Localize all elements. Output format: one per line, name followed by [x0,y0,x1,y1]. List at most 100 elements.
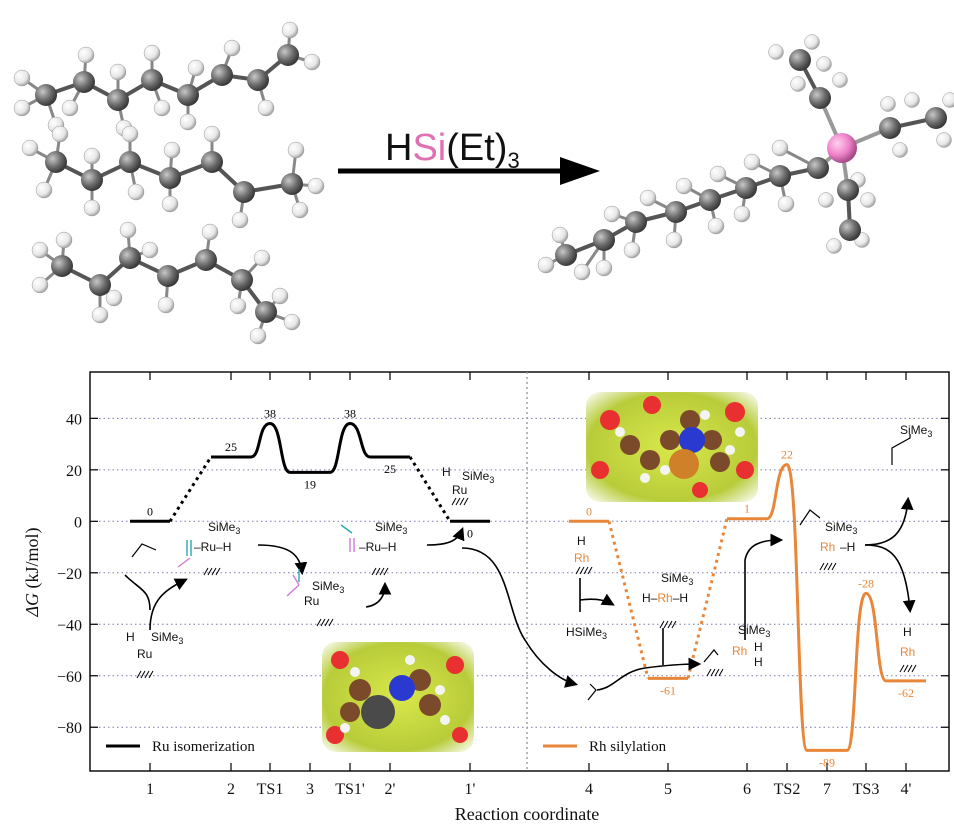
hydrogen-atom [203,125,221,143]
x-axis-title: Reaction coordinate [455,804,599,824]
hydrogen-atom [231,211,249,229]
hydrogen-atom [804,34,820,50]
hydrogen-atom [77,46,95,64]
hydrogen-atom [31,276,49,294]
value-label-7: -89 [819,755,835,769]
y-tick-label: −80 [57,720,82,737]
hydrogen-atom [13,99,31,117]
hydrogen-atom [595,259,613,277]
reagent-label: HSi(Et)3 [385,127,520,173]
x-tick-label: TS1 [257,781,284,798]
carbon-atom [839,219,861,241]
hydrogen-atom [287,141,305,159]
value-label-4': -62 [898,686,914,700]
hydrogen-atom [639,189,657,207]
carbon-atom [159,167,181,189]
carbon-atom [281,173,303,195]
hydrogen-atom [860,192,876,208]
hydrogen-atom [257,99,275,117]
value-label-3: 19 [304,477,316,491]
carbon-atom [141,69,163,91]
hydrogen-atom [281,21,299,39]
y-tick-label: 20 [66,463,82,480]
svg-text:H: H [754,655,763,669]
barrier-6-TS2 [766,463,788,521]
svg-text:SiMe3: SiMe3 [825,520,857,536]
hydrogen-atom [291,201,309,219]
svg-text:Ru: Ru [304,594,319,608]
carbon-atom [809,87,831,109]
value-label-1: 0 [147,504,153,518]
hydrogen-atom [603,205,621,223]
svg-text:SiMe3: SiMe3 [661,571,693,587]
y-tick-label: −40 [57,617,82,634]
barrier-TS1-3 [269,421,291,474]
svg-text:SiMe3: SiMe3 [900,423,932,439]
value-label-6: 1 [744,502,750,516]
hydrogen-atom [83,147,101,165]
barrier-2-TS1 [250,421,271,459]
reaction-arrow [338,157,600,185]
hydrogen-atom [665,231,683,249]
x-tick-label: 7 [823,781,831,798]
svg-text:H–Rh–H: H–Rh–H [642,591,688,605]
hydrogen-atom [143,44,161,62]
svg-text:Rh: Rh [574,551,589,565]
hydrogen-atom [153,99,171,117]
y-tick-label: −20 [57,566,82,583]
value-label-4: 0 [586,504,592,518]
y-tick-label: 0 [74,514,82,531]
hydrogen-atom [55,231,73,249]
x-tick-label: TS3 [853,781,880,798]
hydrogen-atom [537,256,555,274]
hydrogen-atom [709,165,727,183]
x-tick-label: 4' [901,781,912,798]
silicon-atom [827,133,857,163]
carbon-atom [879,117,901,139]
hydrogen-atom [733,205,751,223]
legend-rh: Rh silylation [543,739,667,755]
value-label-5: -61 [660,683,676,697]
hydrogen-atom [13,69,31,87]
svg-text:H: H [442,465,451,479]
value-label-TS3: -28 [858,576,874,590]
hydrogen-atom [119,221,137,239]
svg-text:Rh: Rh [900,645,915,659]
hydrogen-atom [229,297,247,315]
barrier-3-TS1' [329,421,351,474]
svg-text:H: H [577,534,586,548]
carbon-atom [699,189,721,211]
grid-lines [90,417,949,728]
hydrogen-atom [201,223,219,241]
hydrogen-atom [942,92,954,108]
carbon-atom [231,269,253,291]
carbon-atom [107,89,129,111]
svg-text:Ru: Ru [137,647,152,661]
hydrogen-atom [179,113,197,131]
hydrogen-atom [271,287,289,305]
carbon-atom [247,69,269,91]
svg-text:Rh: Rh [820,540,835,554]
hydrogen-atom [141,241,159,259]
hydrogen-atom [249,327,267,345]
hydrogen-atom [818,192,834,208]
carbon-atom [769,165,791,187]
carbon-atom [35,84,57,106]
carbon-atom [119,247,141,269]
connector-1-2 [168,456,213,523]
svg-text:SiMe3: SiMe3 [738,623,770,639]
carbon-atom [89,274,111,296]
carbon-atom [177,84,199,106]
carbon-atom [555,244,577,266]
hydrogen-atom [826,238,842,254]
hydrogen-atom [573,263,591,281]
x-tick-label: 3 [306,781,314,798]
x-tick-label: 6 [743,781,751,798]
svg-text:SiMe3: SiMe3 [208,520,240,536]
hydrogen-atom [675,177,693,195]
hydrogen-atom [904,92,920,108]
hydrogen-atom [551,226,569,244]
hydrogen-atom [223,39,241,57]
x-axis: 1 2 TS1 3 TS1' 2' 1' 4 5 6 TS2 7 TS3 4' [146,372,912,798]
